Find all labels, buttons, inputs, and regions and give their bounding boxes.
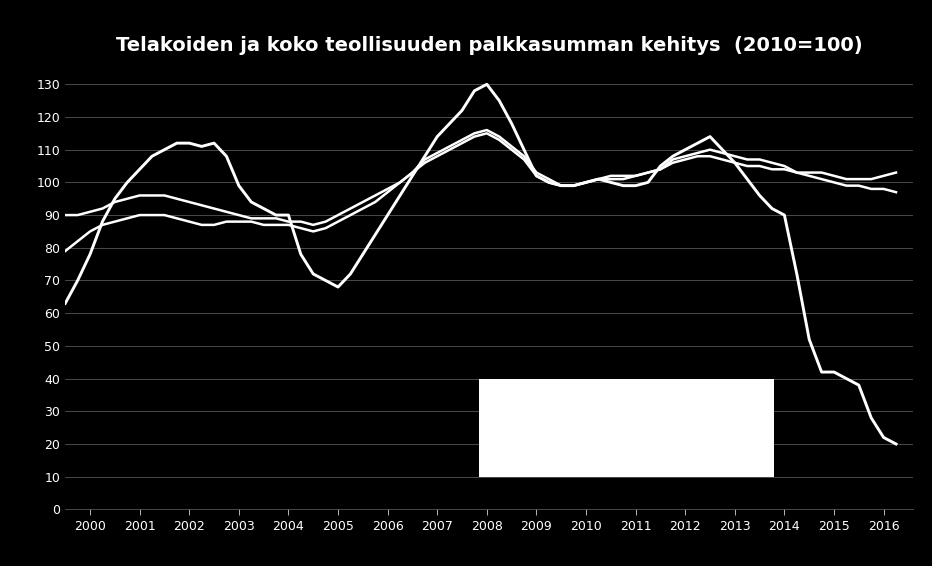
Title: Telakoiden ja koko teollisuuden palkkasumman kehitys  (2010=100): Telakoiden ja koko teollisuuden palkkasu… [116,36,863,55]
Bar [479,379,774,477]
